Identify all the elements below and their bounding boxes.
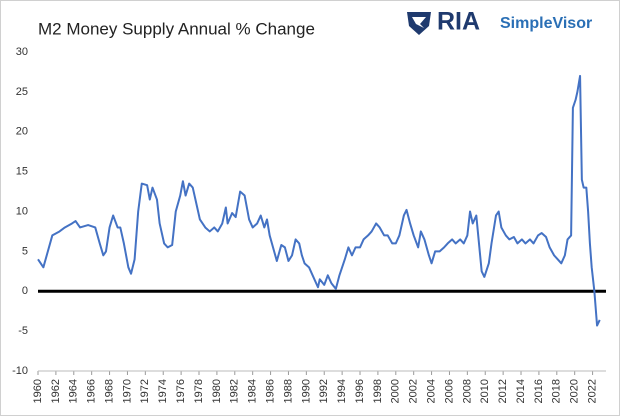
x-tick-label: 1978 [193,379,205,403]
x-tick-label: 1970 [121,379,133,403]
x-tick-label: 2004 [425,379,437,403]
x-tick-label: 2014 [515,379,527,403]
x-tick-label: 1976 [175,379,187,403]
y-tick-label: 25 [16,86,28,98]
x-tick-label: 1984 [247,379,259,403]
x-tick-label: 1980 [211,379,223,403]
y-tick-label: 15 [16,166,28,178]
x-tick-label: 1986 [264,379,276,403]
y-tick-label: 10 [16,205,28,217]
x-tick-label: 1964 [68,379,80,403]
x-tick-label: 1968 [103,379,115,403]
x-tick-label: 1988 [282,379,294,403]
logo: RIA SimpleVisor [407,8,592,36]
x-tick-label: 1972 [139,379,151,403]
x-tick-label: 1994 [336,379,348,403]
x-tick-label: 1992 [318,379,330,403]
x-tick-label: 1996 [354,379,366,403]
brand-name: RIA [437,8,480,36]
chart-title: M2 Money Supply Annual % Change [38,19,315,38]
x-tick-label: 1990 [300,379,312,403]
x-tick-label: 1966 [86,379,98,403]
brand-product: SimpleVisor [500,15,592,32]
x-tick-label: 1982 [229,379,241,403]
y-tick-label: 20 [16,126,28,138]
x-tick-label: 2008 [461,379,473,403]
x-tick-label: 2010 [479,379,491,403]
x-tick-label: 2000 [390,379,402,403]
x-tick-label: 2002 [408,379,420,403]
y-tick-label: 5 [22,245,28,257]
x-tick-label: 1962 [50,379,62,403]
y-tick-label: -10 [12,365,28,377]
x-tick-label: 2016 [533,379,545,403]
x-tick-label: 2018 [551,379,563,403]
x-tick-label: 2022 [586,379,598,403]
y-tick-label: 0 [22,285,28,297]
x-tick-label: 1960 [32,379,44,403]
x-tick-label: 2012 [497,379,509,403]
data-line [37,74,601,327]
x-tick-label: 2020 [569,379,581,403]
logo-eagle [412,17,426,28]
x-tick-label: 2006 [443,379,455,403]
x-tick-label: 1998 [372,379,384,403]
x-tick-label: 1974 [157,379,169,403]
y-tick-label: -5 [18,325,28,337]
y-tick-label: 30 [16,46,28,58]
